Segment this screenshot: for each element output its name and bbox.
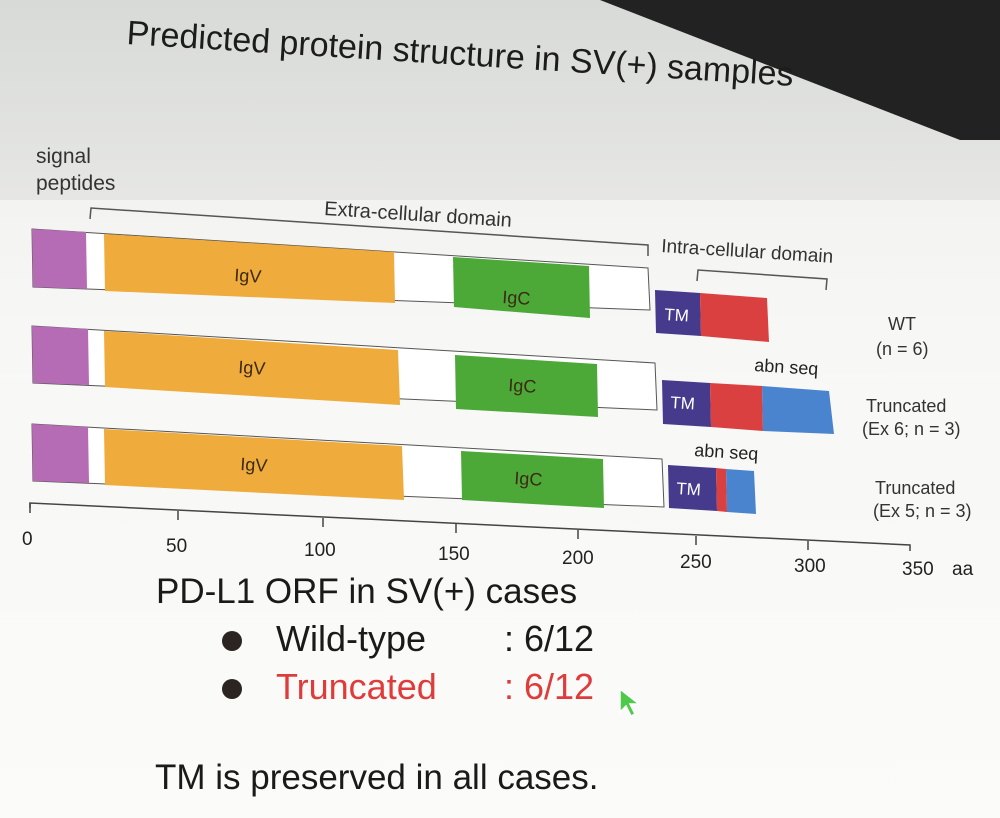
ex5-igc-segment xyxy=(461,451,604,508)
ex6-tm-label: TM xyxy=(670,393,696,414)
summary-item-wild-type: Wild-type : 6/12 xyxy=(222,618,594,660)
axis-label-350: 350 xyxy=(902,559,934,580)
ex5-tm-segment xyxy=(668,465,717,511)
bullet-dot-icon xyxy=(222,631,242,652)
footer-statement: TM is preserved in all cases. xyxy=(155,758,599,797)
ex6-abnormal-segment xyxy=(762,386,834,434)
ex6-igv-label: IgV xyxy=(238,357,266,379)
ex6-igv-segment xyxy=(104,331,400,405)
summary-item-value: : 6/12 xyxy=(504,618,595,659)
summary-item-truncated: Truncated : 6/12 xyxy=(222,666,594,708)
wt-igc-label: IgC xyxy=(502,287,531,309)
wt-intracellular-segment xyxy=(700,293,769,342)
wt-tm-segment xyxy=(655,290,701,336)
amino-acid-axis: 0 50 100 150 200 250 300 350 aa xyxy=(22,502,974,580)
ex6-tm-segment xyxy=(662,380,711,427)
wt-igv-segment xyxy=(104,234,395,303)
summary-item-label: Truncated xyxy=(276,666,437,707)
ex6-igc-segment xyxy=(455,355,598,417)
ex5-abnormal-segment xyxy=(726,469,756,514)
axis-label-150: 150 xyxy=(438,544,470,565)
ex5-signal-segment xyxy=(32,424,89,483)
ex5-igv-segment xyxy=(104,429,404,500)
wt-tm-label: TM xyxy=(664,305,690,326)
axis-label-100: 100 xyxy=(304,540,336,561)
row3-detail: (Ex 5; n = 3) xyxy=(873,501,972,521)
ex6-signal-segment xyxy=(32,326,89,385)
truncated-ex5-protein-bar: IgV IgC TM abn seq xyxy=(31,423,759,514)
row2-detail: (Ex 6; n = 3) xyxy=(862,419,961,439)
summary-heading: PD-L1 ORF in SV(+) cases xyxy=(156,572,578,611)
axis-label-250: 250 xyxy=(680,552,712,573)
intracellular-bracket xyxy=(696,269,828,291)
row1-name: WT xyxy=(888,314,916,334)
truncated-ex6-protein-bar: IgV IgC TM abn seq xyxy=(31,325,834,434)
signal-peptides-label: signal peptides xyxy=(36,145,116,195)
wt-protein-bar: IgV IgC TM xyxy=(31,228,769,342)
axis-label-0: 0 xyxy=(22,529,33,550)
ex5-abn-seq-label: abn seq xyxy=(694,440,759,464)
ex5-igc-label: IgC xyxy=(514,468,543,490)
wt-igc-segment xyxy=(453,257,590,318)
ex6-igc-label: IgC xyxy=(508,375,537,397)
ex6-abn-seq-label: abn seq xyxy=(754,355,819,379)
axis-unit: aa xyxy=(952,559,974,580)
ex5-igv-label: IgV xyxy=(240,454,268,476)
summary-item-label: Wild-type xyxy=(276,618,427,659)
extracellular-bracket xyxy=(89,207,649,256)
bullet-dot-icon xyxy=(222,679,242,700)
ex6-intracellular-segment xyxy=(710,383,763,431)
ex5-intracellular-segment xyxy=(716,468,727,512)
axis-line xyxy=(29,502,911,551)
row1-detail: (n = 6) xyxy=(876,339,929,359)
axis-label-50: 50 xyxy=(166,536,187,557)
axis-label-300: 300 xyxy=(794,556,826,577)
wt-signal-segment xyxy=(32,229,87,289)
summary-item-value: : 6/12 xyxy=(504,666,595,707)
mouse-cursor-icon xyxy=(619,687,642,718)
ex5-tm-label: TM xyxy=(676,479,702,500)
row2-name: Truncated xyxy=(866,396,946,416)
axis-label-200: 200 xyxy=(562,548,594,569)
row3-name: Truncated xyxy=(875,478,955,498)
wt-igv-label: IgV xyxy=(234,265,262,287)
